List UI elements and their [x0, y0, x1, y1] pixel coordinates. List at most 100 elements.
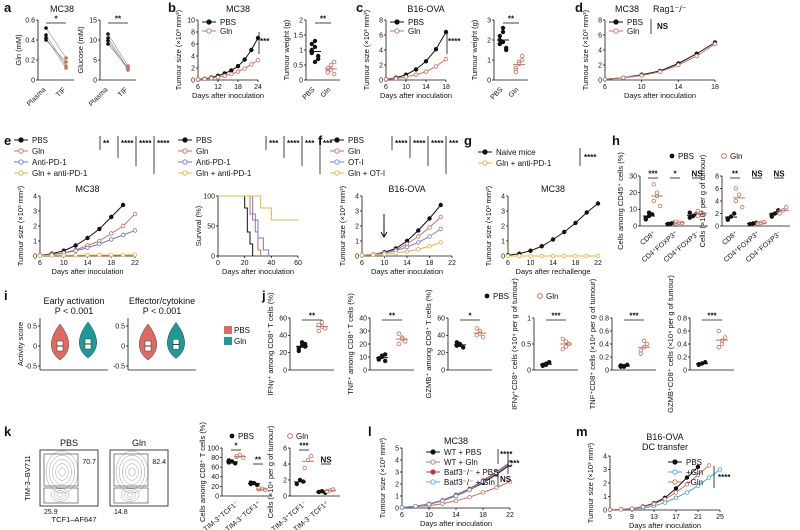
y-tick-label: 4	[603, 453, 607, 460]
data-point	[109, 237, 114, 242]
data-point	[645, 341, 650, 347]
x-tick-label: 18	[234, 84, 242, 91]
data-point	[662, 497, 668, 502]
y-tick-label: 1	[527, 315, 531, 322]
y-axis-label: Activity score	[16, 322, 25, 366]
data-point	[106, 39, 110, 43]
y-tick-label: 0.8	[599, 315, 609, 322]
data-point	[120, 202, 126, 208]
x-tick-label: 14	[549, 260, 557, 267]
data-point	[309, 41, 314, 47]
y-axis-label: Tumour size (×10³ mm³)	[484, 185, 493, 266]
y-tick-label: 0	[211, 253, 215, 260]
data-point	[433, 47, 439, 52]
data-point	[646, 210, 652, 215]
data-point	[454, 340, 459, 345]
sig-label: ****	[431, 139, 444, 148]
y-tick-label: 4	[355, 193, 359, 200]
data-point	[516, 61, 522, 67]
y-axis-label: Tumour size (×10³ mm³)	[581, 9, 590, 90]
y-tick-label: 4	[191, 53, 195, 60]
y-tick-label: 0	[603, 507, 607, 514]
series-line	[385, 31, 447, 80]
data-point	[359, 253, 365, 258]
data-point	[736, 192, 742, 197]
y-tick-label: 0.6	[25, 17, 35, 24]
data-point	[427, 216, 432, 221]
sig-label: ***	[648, 170, 658, 179]
y-tick-label: 6	[598, 32, 602, 39]
y-tick-label: 0	[191, 77, 195, 84]
data-point	[673, 490, 679, 495]
x-tick-label: 60	[294, 260, 302, 267]
x-tick-label: 10	[425, 512, 433, 519]
y-axis-label: Survival (%)	[194, 205, 203, 246]
data-point	[302, 465, 307, 471]
legend-marker	[334, 159, 340, 165]
x-category-label: PBS	[490, 86, 505, 101]
legend-label: Gln + anti-PD-1	[196, 169, 252, 178]
data-point	[505, 253, 511, 259]
data-point	[396, 331, 401, 336]
panel-label: a	[4, 0, 12, 15]
data-point	[550, 253, 556, 259]
data-point	[539, 253, 544, 259]
y-tick-label: 40	[359, 315, 367, 322]
sig-label: ***	[449, 139, 459, 148]
y-tick-label: 8	[379, 17, 383, 24]
x-tick-label: 6	[603, 84, 607, 91]
data-point	[235, 69, 241, 74]
data-point	[550, 237, 556, 242]
flow-frame	[39, 449, 99, 507]
y-axis-label: IFNγ⁺CD8⁺ cells (×10⁴ per g of tumour)	[510, 278, 519, 410]
x-tick-label: 10	[381, 260, 389, 267]
x-axis-label: Days after inoculation	[624, 91, 696, 100]
legend-swatch	[224, 326, 232, 334]
y-tick-label: 0.4	[677, 341, 687, 348]
legend-marker	[669, 153, 675, 159]
legend-marker	[182, 137, 188, 143]
y-tick-label: 0	[379, 77, 383, 84]
data-point	[416, 234, 421, 239]
legend-marker	[182, 170, 188, 176]
sig-label: *	[54, 15, 58, 24]
y-tick-label: 2	[395, 481, 399, 488]
pair-line	[45, 27, 67, 59]
p-value: P < 0.001	[143, 306, 182, 316]
data-point	[44, 38, 48, 42]
data-point	[202, 76, 207, 82]
x-tick-label: 14	[84, 260, 92, 267]
data-point	[423, 69, 429, 74]
sig-label: ***	[510, 459, 520, 468]
legend-label: PBS	[196, 136, 212, 145]
sig-label: ****	[448, 37, 461, 46]
contour	[118, 454, 146, 490]
y-tick-label: 0	[487, 77, 491, 84]
data-point	[562, 253, 567, 259]
x-tick-label: 18	[426, 260, 434, 267]
sig-label: ****	[718, 473, 731, 482]
data-point	[497, 33, 502, 39]
data-point	[784, 205, 789, 210]
data-point	[64, 60, 68, 64]
legend-label: Gln	[730, 152, 742, 161]
y-axis-label: Tumour size (×10³ mm³)	[16, 185, 25, 266]
legend-label: WT + Gln	[444, 458, 478, 467]
data-point	[404, 244, 410, 250]
x-tick-label: 21	[694, 514, 702, 521]
y-tick-label: 0	[363, 367, 367, 374]
legend-marker	[18, 137, 24, 143]
sig-label: ***	[260, 37, 270, 46]
data-point	[393, 250, 398, 256]
y-tick-label: -0.5	[113, 363, 125, 370]
p-value: P < 0.001	[55, 306, 94, 316]
sig-label: ****	[121, 139, 134, 148]
contour	[128, 467, 136, 477]
y-tick-label: 3	[33, 208, 37, 215]
legend-label: Batf3⁻/⁻ + Gln	[444, 478, 495, 487]
data-point	[325, 70, 330, 75]
panel-label: j	[261, 288, 266, 303]
data-point	[235, 63, 241, 69]
